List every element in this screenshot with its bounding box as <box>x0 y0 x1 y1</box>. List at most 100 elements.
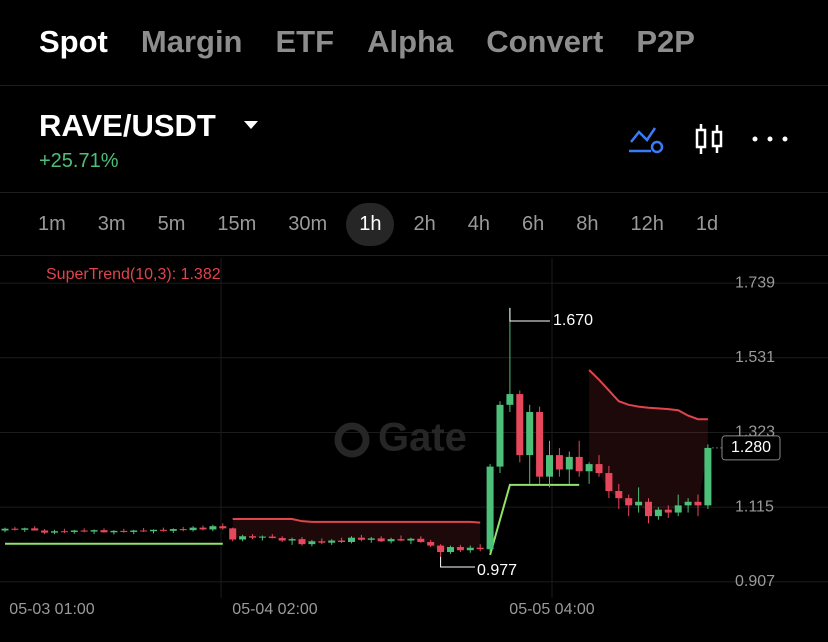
interval[interactable]: 30m <box>288 213 328 235</box>
candle-body <box>427 541 435 546</box>
supertrend-fill <box>589 370 708 517</box>
pair[interactable]: RAVE/USDT <box>39 108 216 143</box>
candle-body <box>456 547 464 551</box>
candle-body <box>1 528 9 531</box>
supertrend-fill <box>232 519 481 553</box>
candle-body <box>189 527 197 531</box>
candle-body <box>140 530 148 532</box>
candle-body <box>209 526 217 530</box>
x-tick-label: 05-03 01:00 <box>9 601 95 618</box>
candle-body <box>21 528 29 530</box>
candle-body <box>615 491 623 499</box>
tab[interactable]: P2P <box>636 24 695 59</box>
candle-body <box>526 412 534 456</box>
tab[interactable]: Margin <box>140 24 243 59</box>
candle-body <box>80 530 88 532</box>
interval[interactable]: 8h <box>576 213 599 235</box>
candle-icon[interactable] <box>695 124 723 154</box>
candle-body <box>437 545 445 553</box>
more-icon[interactable] <box>752 136 788 142</box>
candle-body <box>308 541 316 545</box>
candle-body <box>377 538 385 542</box>
last-price: 1.280 <box>731 439 771 456</box>
candle-body <box>645 501 652 517</box>
candle-body <box>625 498 633 506</box>
candle-body <box>575 456 583 472</box>
y-tick-label: 1.115 <box>735 498 774 515</box>
tab-bar: Spot Margin ETF Alpha Convert P2P <box>39 24 695 60</box>
candle-body <box>595 464 603 474</box>
candle-body <box>179 529 187 531</box>
candle-body <box>150 529 157 532</box>
interval-bar: 1m 3m 5m 15m 30m 1h 2h 4h 6h 8h 12h 1d <box>0 203 812 246</box>
candle-body <box>199 527 207 530</box>
candle-body <box>268 536 276 539</box>
candle-body <box>70 530 78 532</box>
candle-body <box>674 505 682 513</box>
candle-body <box>258 536 266 538</box>
candle-body <box>60 531 68 533</box>
candle-body <box>229 528 237 540</box>
candle-body <box>387 539 395 542</box>
candle-body <box>496 404 504 467</box>
pair-dropdown[interactable] <box>244 121 258 129</box>
candle-body <box>684 501 692 506</box>
interval[interactable]: 1h <box>346 203 395 246</box>
interval[interactable]: 1d <box>695 213 719 235</box>
tab[interactable]: ETF <box>275 24 335 59</box>
candle-body <box>367 538 375 540</box>
candle-body <box>447 547 454 553</box>
candle-body <box>130 530 138 532</box>
interval[interactable]: 2h <box>413 213 436 235</box>
candle-body <box>288 539 296 541</box>
candle-body <box>100 530 108 533</box>
candle-body <box>169 529 177 531</box>
interval[interactable]: 15m <box>217 213 257 235</box>
indicator-label: SuperTrend(10,3): 1.382 <box>46 266 221 283</box>
candle-body <box>506 394 514 405</box>
last-price-box <box>721 435 781 461</box>
candle-body <box>486 466 494 550</box>
candle-body <box>476 547 484 550</box>
watermark: Gate <box>378 416 467 460</box>
watermark-logo <box>334 422 370 458</box>
candle-body <box>239 536 247 540</box>
interval[interactable]: 5m <box>157 213 186 235</box>
toolbar-icons <box>629 124 788 154</box>
candle-body <box>51 531 58 533</box>
candle-body <box>694 501 702 506</box>
candle-body <box>536 412 544 477</box>
candle-body <box>298 539 306 545</box>
candle-body <box>278 538 286 541</box>
interval[interactable]: 12h <box>630 213 664 235</box>
candle-body <box>110 530 118 533</box>
divider <box>0 255 828 256</box>
candle-body <box>516 394 524 456</box>
candle-body <box>348 537 355 542</box>
candle-body <box>654 509 662 517</box>
candle-body <box>585 464 593 472</box>
price-change: +25.71% <box>39 150 119 172</box>
interval[interactable]: 6h <box>521 213 545 235</box>
interval[interactable]: 4h <box>467 213 490 235</box>
indicator-icon[interactable] <box>629 127 664 154</box>
x-tick-label: 05-05 04:00 <box>509 601 595 618</box>
interval[interactable]: 1m <box>38 213 66 235</box>
low-label: 0.977 <box>477 562 517 579</box>
tab[interactable]: Alpha <box>367 24 454 59</box>
candle-body <box>407 538 415 541</box>
high-leader <box>509 307 550 322</box>
tab[interactable]: Convert <box>486 24 604 59</box>
y-tick-label: 1.739 <box>735 274 775 291</box>
candle-body <box>605 473 613 492</box>
candle-body <box>338 540 346 542</box>
y-tick-label: 0.907 <box>735 573 775 590</box>
tab[interactable]: Spot <box>39 24 108 59</box>
candle-body <box>219 526 227 529</box>
high-label: 1.670 <box>553 312 593 329</box>
interval[interactable]: 3m <box>97 213 126 235</box>
candle-body <box>357 537 365 540</box>
candle-body <box>704 447 712 506</box>
candle-body <box>318 541 326 543</box>
